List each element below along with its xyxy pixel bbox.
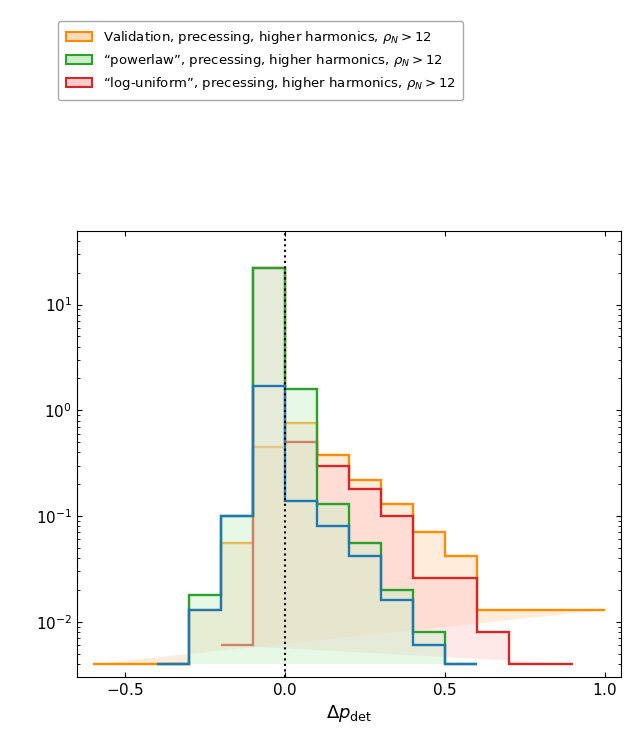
Legend: Validation, precessing, higher harmonics, $\rho_N > 12$, “powerlaw”, precessing,: Validation, precessing, higher harmonics… <box>58 22 463 100</box>
X-axis label: $\Delta p_{\mathrm{det}}$: $\Delta p_{\mathrm{det}}$ <box>326 704 372 725</box>
